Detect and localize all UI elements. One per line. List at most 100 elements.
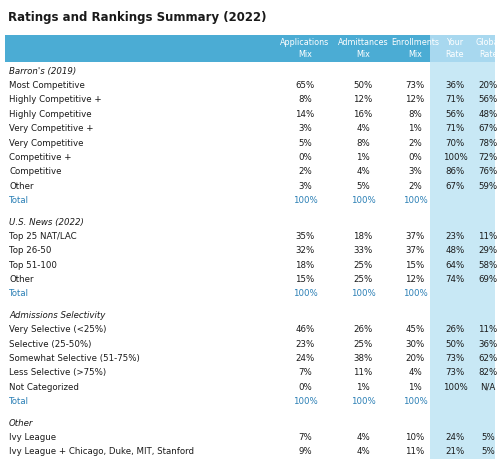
Text: 26%: 26% [446, 325, 464, 334]
Text: 24%: 24% [296, 354, 314, 363]
Text: Competitive +: Competitive + [9, 153, 72, 162]
Text: 12%: 12% [406, 95, 424, 105]
Text: 100%: 100% [402, 196, 427, 205]
Text: 65%: 65% [296, 81, 314, 90]
Text: 25%: 25% [354, 261, 372, 269]
Text: 100%: 100% [350, 196, 376, 205]
Text: 7%: 7% [298, 368, 312, 377]
Text: 35%: 35% [296, 232, 314, 241]
Text: 1%: 1% [408, 382, 422, 392]
Text: 4%: 4% [356, 167, 370, 176]
Text: 18%: 18% [296, 261, 314, 269]
Text: 50%: 50% [354, 81, 372, 90]
Text: 15%: 15% [296, 275, 314, 284]
Text: 58%: 58% [478, 261, 498, 269]
Text: 16%: 16% [354, 110, 372, 119]
Text: Enrollments
Mix: Enrollments Mix [391, 38, 439, 59]
Text: 100%: 100% [292, 290, 318, 298]
Text: 4%: 4% [408, 368, 422, 377]
Text: 29%: 29% [478, 246, 498, 255]
Text: 12%: 12% [354, 95, 372, 105]
Bar [430, 62, 495, 459]
Text: 11%: 11% [406, 447, 424, 456]
Text: Ivy League: Ivy League [9, 433, 56, 442]
Text: Admittances
Mix: Admittances Mix [338, 38, 388, 59]
Text: 0%: 0% [408, 153, 422, 162]
Text: Global
Rate: Global Rate [475, 38, 500, 59]
Text: 2%: 2% [298, 167, 312, 176]
Text: 11%: 11% [478, 232, 498, 241]
Text: 2%: 2% [408, 182, 422, 191]
Text: 72%: 72% [478, 153, 498, 162]
Text: 4%: 4% [356, 124, 370, 133]
Text: 100%: 100% [292, 196, 318, 205]
Text: Top 51-100: Top 51-100 [9, 261, 57, 269]
Text: 10%: 10% [406, 433, 424, 442]
Text: 37%: 37% [406, 232, 424, 241]
Text: 71%: 71% [446, 95, 464, 105]
Text: Other: Other [9, 275, 34, 284]
Text: 25%: 25% [354, 340, 372, 348]
Text: 2%: 2% [408, 139, 422, 148]
Text: Your
Rate: Your Rate [446, 38, 464, 59]
Text: Somewhat Selective (51-75%): Somewhat Selective (51-75%) [9, 354, 140, 363]
Text: Selective (25-50%): Selective (25-50%) [9, 340, 92, 348]
Text: 5%: 5% [356, 182, 370, 191]
Text: 100%: 100% [350, 397, 376, 406]
Text: 11%: 11% [354, 368, 372, 377]
Text: 8%: 8% [408, 110, 422, 119]
Text: 73%: 73% [446, 354, 464, 363]
Text: Most Competitive: Most Competitive [9, 81, 85, 90]
Text: 0%: 0% [298, 382, 312, 392]
Text: Top 25 NAT/LAC: Top 25 NAT/LAC [9, 232, 76, 241]
Text: Ivy League + Chicago, Duke, MIT, Stanford: Ivy League + Chicago, Duke, MIT, Stanfor… [9, 447, 194, 456]
Text: 12%: 12% [406, 275, 424, 284]
Text: 100%: 100% [442, 153, 468, 162]
Text: Total: Total [9, 196, 29, 205]
Text: 36%: 36% [478, 340, 498, 348]
Text: 48%: 48% [478, 110, 498, 119]
Text: N/A: N/A [480, 382, 496, 392]
Text: 73%: 73% [406, 81, 424, 90]
Text: 74%: 74% [446, 275, 464, 284]
Text: Total: Total [9, 397, 29, 406]
Text: 30%: 30% [406, 340, 424, 348]
Text: 67%: 67% [446, 182, 464, 191]
Text: 70%: 70% [446, 139, 464, 148]
Text: Other: Other [9, 182, 34, 191]
Text: 20%: 20% [478, 81, 498, 90]
Text: 0%: 0% [298, 153, 312, 162]
Text: Top 26-50: Top 26-50 [9, 246, 51, 255]
Text: 37%: 37% [406, 246, 424, 255]
Bar [430, 35, 495, 62]
Text: Other: Other [9, 418, 34, 428]
Text: 20%: 20% [406, 354, 424, 363]
Text: 36%: 36% [446, 81, 464, 90]
Text: Admissions Selectivity: Admissions Selectivity [9, 311, 106, 320]
Text: 5%: 5% [298, 139, 312, 148]
Text: 1%: 1% [356, 153, 370, 162]
Text: 76%: 76% [478, 167, 498, 176]
Text: 7%: 7% [298, 433, 312, 442]
Text: 59%: 59% [478, 182, 498, 191]
Text: 3%: 3% [298, 124, 312, 133]
Text: 45%: 45% [406, 325, 424, 334]
Text: 69%: 69% [478, 275, 498, 284]
Text: 11%: 11% [478, 325, 498, 334]
Text: 86%: 86% [446, 167, 464, 176]
Text: Total: Total [9, 290, 29, 298]
Text: 62%: 62% [478, 354, 498, 363]
Text: Ratings and Rankings Summary (2022): Ratings and Rankings Summary (2022) [8, 11, 266, 24]
Text: 82%: 82% [478, 368, 498, 377]
Text: Highly Competitive +: Highly Competitive + [9, 95, 102, 105]
Text: 46%: 46% [296, 325, 314, 334]
Text: 5%: 5% [481, 433, 495, 442]
Text: 25%: 25% [354, 275, 372, 284]
Text: 100%: 100% [292, 397, 318, 406]
Text: 32%: 32% [296, 246, 314, 255]
Text: 48%: 48% [446, 246, 464, 255]
Text: 78%: 78% [478, 139, 498, 148]
Text: 50%: 50% [446, 340, 464, 348]
Text: Applications
Mix: Applications Mix [280, 38, 330, 59]
Text: 9%: 9% [298, 447, 312, 456]
